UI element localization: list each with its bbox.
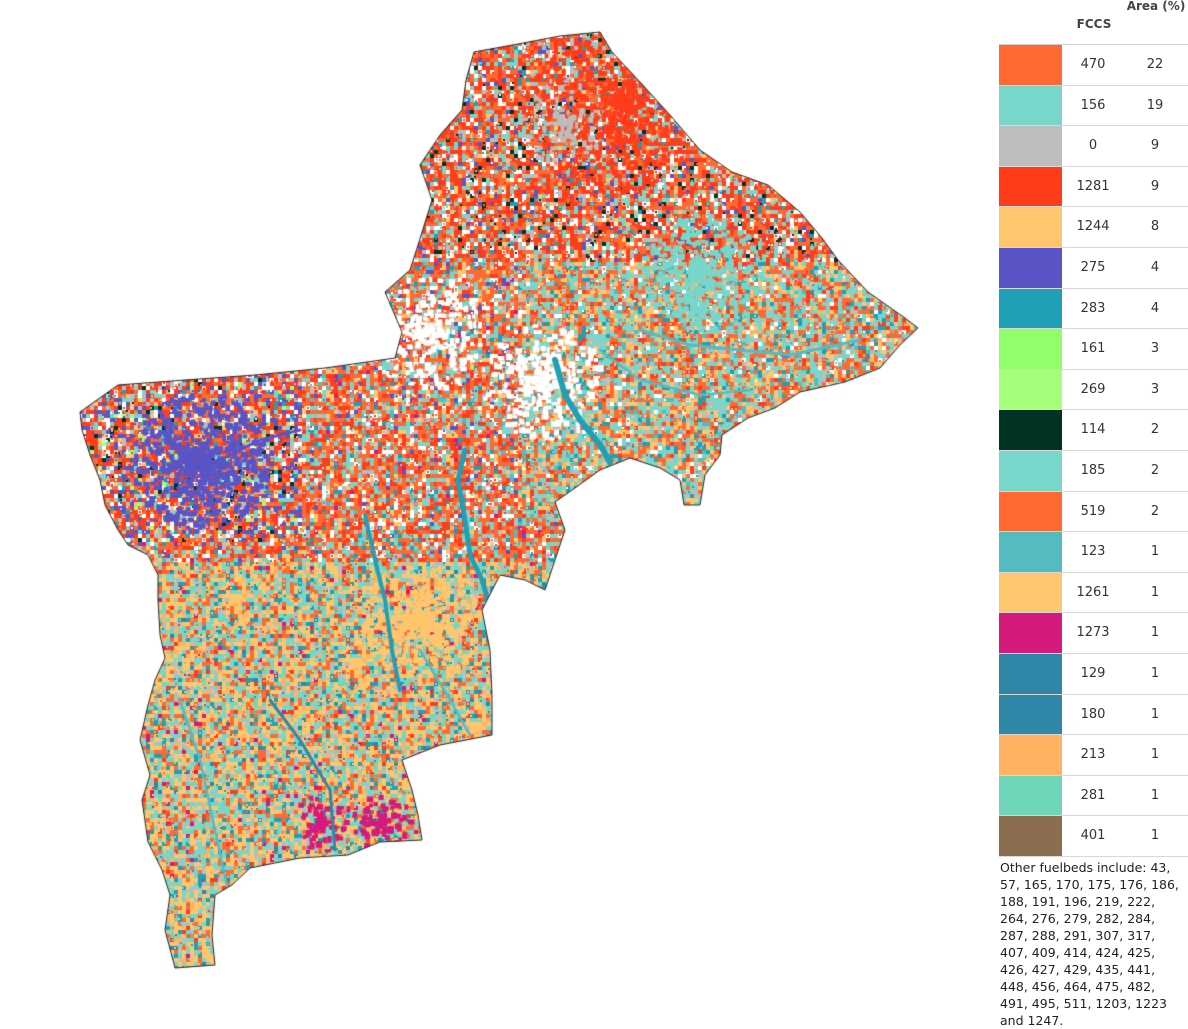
fccs-value: 1261 (1076, 584, 1110, 600)
area-value: 1 (1150, 706, 1160, 722)
area-value: 1 (1150, 665, 1160, 681)
legend-swatch (999, 775, 1062, 816)
legend-row: 281 1 (999, 774, 1188, 816)
area-value: 3 (1150, 381, 1160, 397)
legend-row: 180 1 (999, 693, 1188, 735)
legend-row: 1261 1 (999, 571, 1188, 613)
legend-swatch (999, 735, 1062, 775)
legend-swatch (999, 613, 1062, 653)
area-value: 3 (1150, 341, 1160, 357)
fccs-value: 114 (1080, 422, 1106, 438)
area-value: 8 (1150, 219, 1160, 235)
area-value: 2 (1150, 422, 1160, 438)
legend-swatch (999, 45, 1062, 85)
fccs-column-header: FCCS (1076, 17, 1112, 31)
area-value: 19 (1146, 97, 1164, 113)
fccs-value: 123 (1080, 544, 1106, 560)
legend-swatch (999, 816, 1062, 856)
legend-row: 129 1 (999, 652, 1188, 694)
fccs-value: 519 (1080, 503, 1106, 519)
fccs-value: 283 (1080, 300, 1106, 316)
fccs-value: 470 (1080, 57, 1106, 72)
fuelbed-raster (0, 0, 990, 1005)
legend-swatch (999, 207, 1062, 247)
legend-swatch (999, 247, 1062, 288)
area-value: 9 (1150, 178, 1160, 194)
fccs-value: 1244 (1076, 219, 1110, 235)
legend-swatch (999, 572, 1062, 613)
legend-swatch (999, 166, 1062, 207)
area-value: 1 (1150, 747, 1160, 763)
area-column-header: Area (%) (1126, 0, 1186, 13)
legend-swatch (999, 491, 1062, 532)
legend-row: 1281 9 (999, 165, 1188, 207)
legend-swatch (999, 410, 1062, 450)
area-value: 1 (1150, 544, 1160, 560)
legend-row: 283 4 (999, 287, 1188, 329)
legend-row: 185 2 (999, 449, 1188, 491)
fccs-value: 1273 (1076, 625, 1110, 641)
legend-row: 269 3 (999, 368, 1188, 410)
legend-swatch (999, 85, 1062, 126)
legend-swatch (999, 694, 1062, 735)
legend-row: 519 2 (999, 490, 1188, 532)
fccs-value: 0 (1088, 138, 1098, 154)
legend-row: 401 1 (999, 815, 1188, 856)
legend-row: 123 1 (999, 531, 1188, 572)
legend-row: 275 4 (999, 246, 1188, 288)
fccs-value: 156 (1080, 97, 1106, 113)
other-fuelbeds-note: Other fuelbeds include: 43, 57, 165, 170… (1000, 859, 1179, 1028)
fccs-value: 185 (1080, 462, 1106, 478)
legend-row: 114 2 (999, 409, 1188, 450)
legend-swatch (999, 653, 1062, 694)
legend-rows: 470 22 156 19 0 9 1281 9 1244 8 275 4 283 4 161 3 269 3 11… (999, 44, 1188, 857)
legend-header: FCCS Area (%) (999, 0, 1188, 44)
area-value: 22 (1146, 57, 1164, 72)
area-value: 9 (1150, 138, 1160, 154)
fccs-value: 401 (1080, 828, 1106, 844)
fccs-value: 1281 (1076, 178, 1110, 194)
area-value: 1 (1150, 625, 1160, 641)
fuelbed-map[interactable] (0, 0, 990, 1005)
legend-swatch (999, 288, 1062, 329)
area-value: 1 (1150, 787, 1160, 803)
area-value: 1 (1150, 584, 1160, 600)
legend-row: 470 22 (999, 44, 1188, 85)
area-value: 1 (1150, 828, 1160, 844)
fccs-value: 281 (1080, 787, 1106, 803)
legend-swatch (999, 369, 1062, 410)
fccs-value: 269 (1080, 381, 1106, 397)
fccs-value: 213 (1080, 747, 1106, 763)
legend-swatch (999, 126, 1062, 166)
area-value: 2 (1150, 503, 1160, 519)
legend-row: 161 3 (999, 328, 1188, 369)
legend-swatch (999, 329, 1062, 369)
legend-swatch (999, 450, 1062, 491)
legend-swatch (999, 532, 1062, 572)
fccs-value: 180 (1080, 706, 1106, 722)
area-value: 2 (1150, 462, 1160, 478)
legend-table: FCCS Area (%) 470 22 156 19 0 9 1281 9 1244 8 275 4… (999, 0, 1188, 1029)
legend-row: 213 1 (999, 734, 1188, 775)
fccs-value: 161 (1080, 341, 1106, 357)
fccs-value: 275 (1080, 259, 1106, 275)
legend-row: 156 19 (999, 84, 1188, 126)
legend-row: 1244 8 (999, 206, 1188, 247)
area-value: 4 (1150, 259, 1160, 275)
fccs-value: 129 (1080, 665, 1106, 681)
legend-row: 1273 1 (999, 612, 1188, 653)
area-value: 4 (1150, 300, 1160, 316)
